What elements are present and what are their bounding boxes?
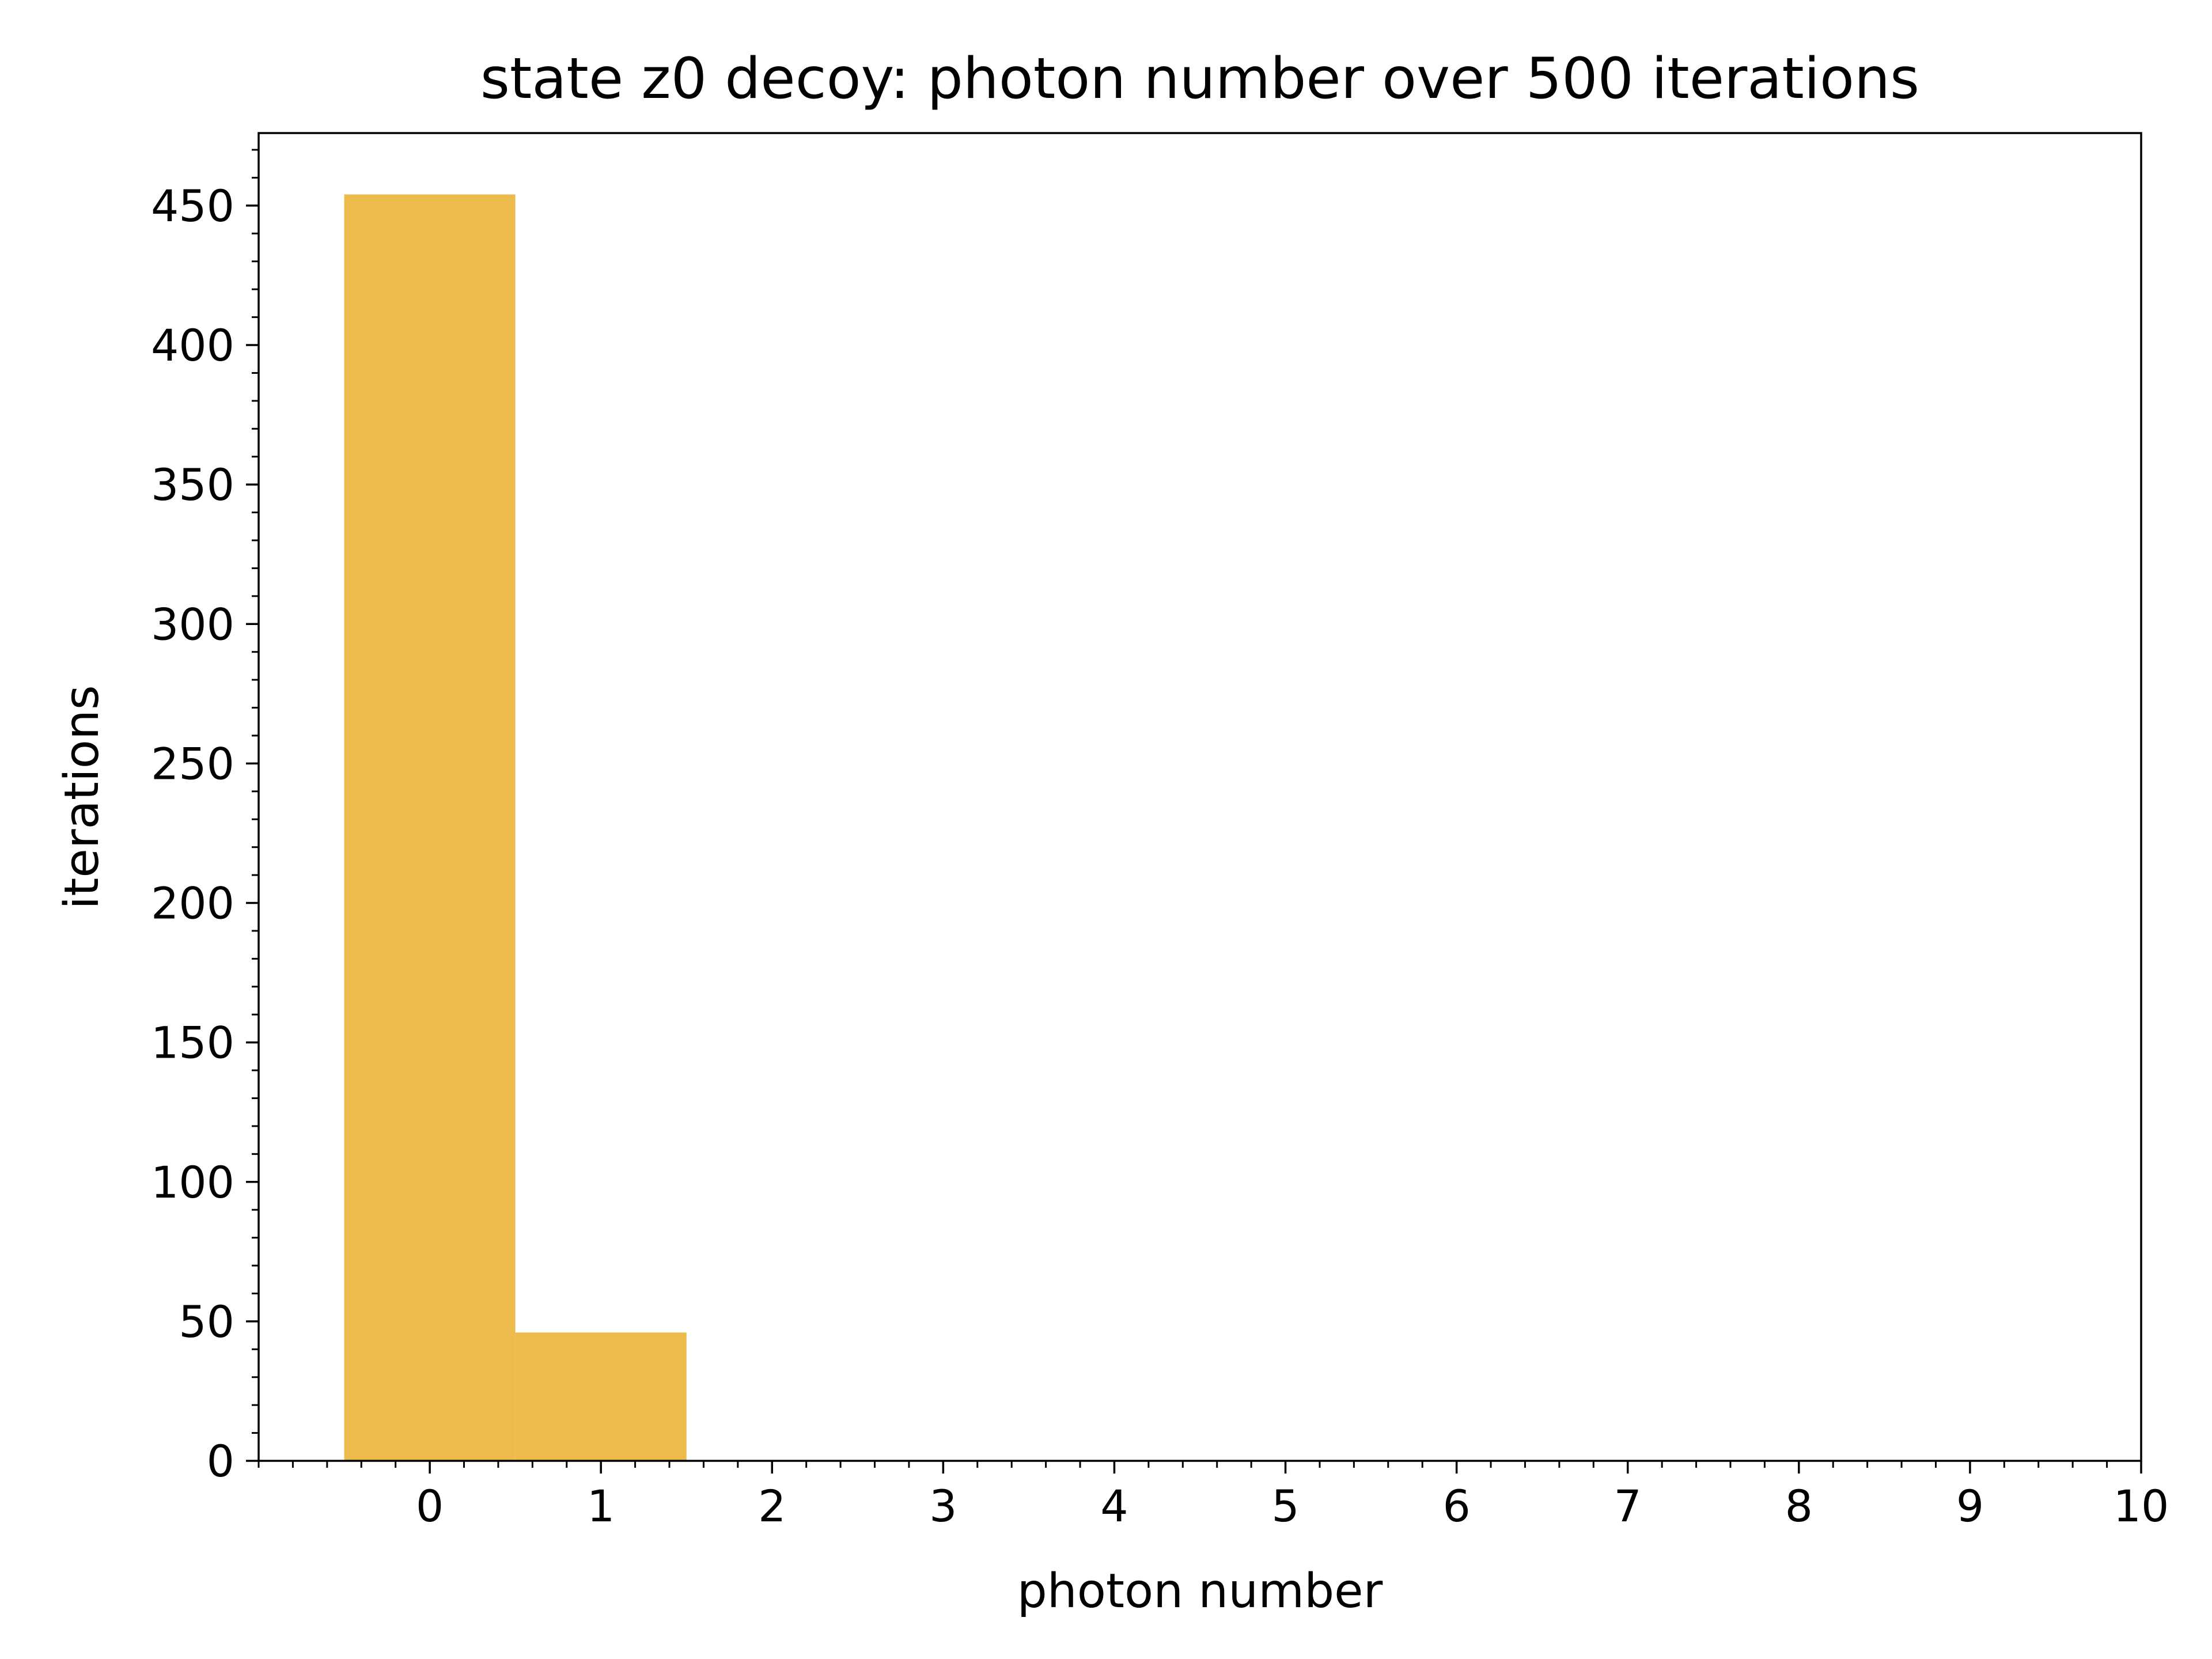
x-tick-label: 4 (1100, 1480, 1128, 1532)
bar-photon-1 (515, 1332, 687, 1461)
x-tick-label: 0 (416, 1480, 444, 1532)
x-tick-label: 10 (2113, 1480, 2169, 1532)
x-tick-label: 1 (587, 1480, 615, 1532)
x-tick-label: 5 (1271, 1480, 1299, 1532)
y-tick-label: 200 (151, 878, 234, 929)
chart-title: state z0 decoy: photon number over 500 i… (480, 46, 1919, 112)
x-tick-label: 9 (1956, 1480, 1984, 1532)
y-tick-label: 0 (207, 1435, 234, 1487)
y-tick-label: 50 (179, 1296, 234, 1347)
y-axis-ticks: 0 50 100 150 200 250 300 350 400 450 (151, 149, 259, 1487)
x-tick-label: 6 (1442, 1480, 1470, 1532)
y-axis-label: iterations (55, 685, 109, 909)
x-axis-label: photon number (1017, 1564, 1383, 1619)
y-tick-label: 250 (151, 738, 234, 789)
y-tick-label: 350 (151, 459, 234, 510)
y-tick-label: 450 (151, 180, 234, 232)
bar-photon-0 (344, 194, 516, 1461)
y-tick-label: 400 (151, 320, 234, 371)
y-tick-label: 150 (151, 1017, 234, 1069)
plot-frame (257, 132, 2142, 1462)
bars-layer (344, 194, 687, 1461)
x-tick-label: 7 (1614, 1480, 1642, 1532)
x-tick-label: 8 (1785, 1480, 1813, 1532)
y-tick-label: 300 (151, 599, 234, 650)
x-tick-label: 2 (758, 1480, 786, 1532)
x-axis-ticks: 0 1 2 3 4 5 6 7 8 9 10 (257, 1461, 2169, 1532)
x-tick-label: 3 (929, 1480, 957, 1532)
y-tick-label: 100 (151, 1157, 234, 1208)
